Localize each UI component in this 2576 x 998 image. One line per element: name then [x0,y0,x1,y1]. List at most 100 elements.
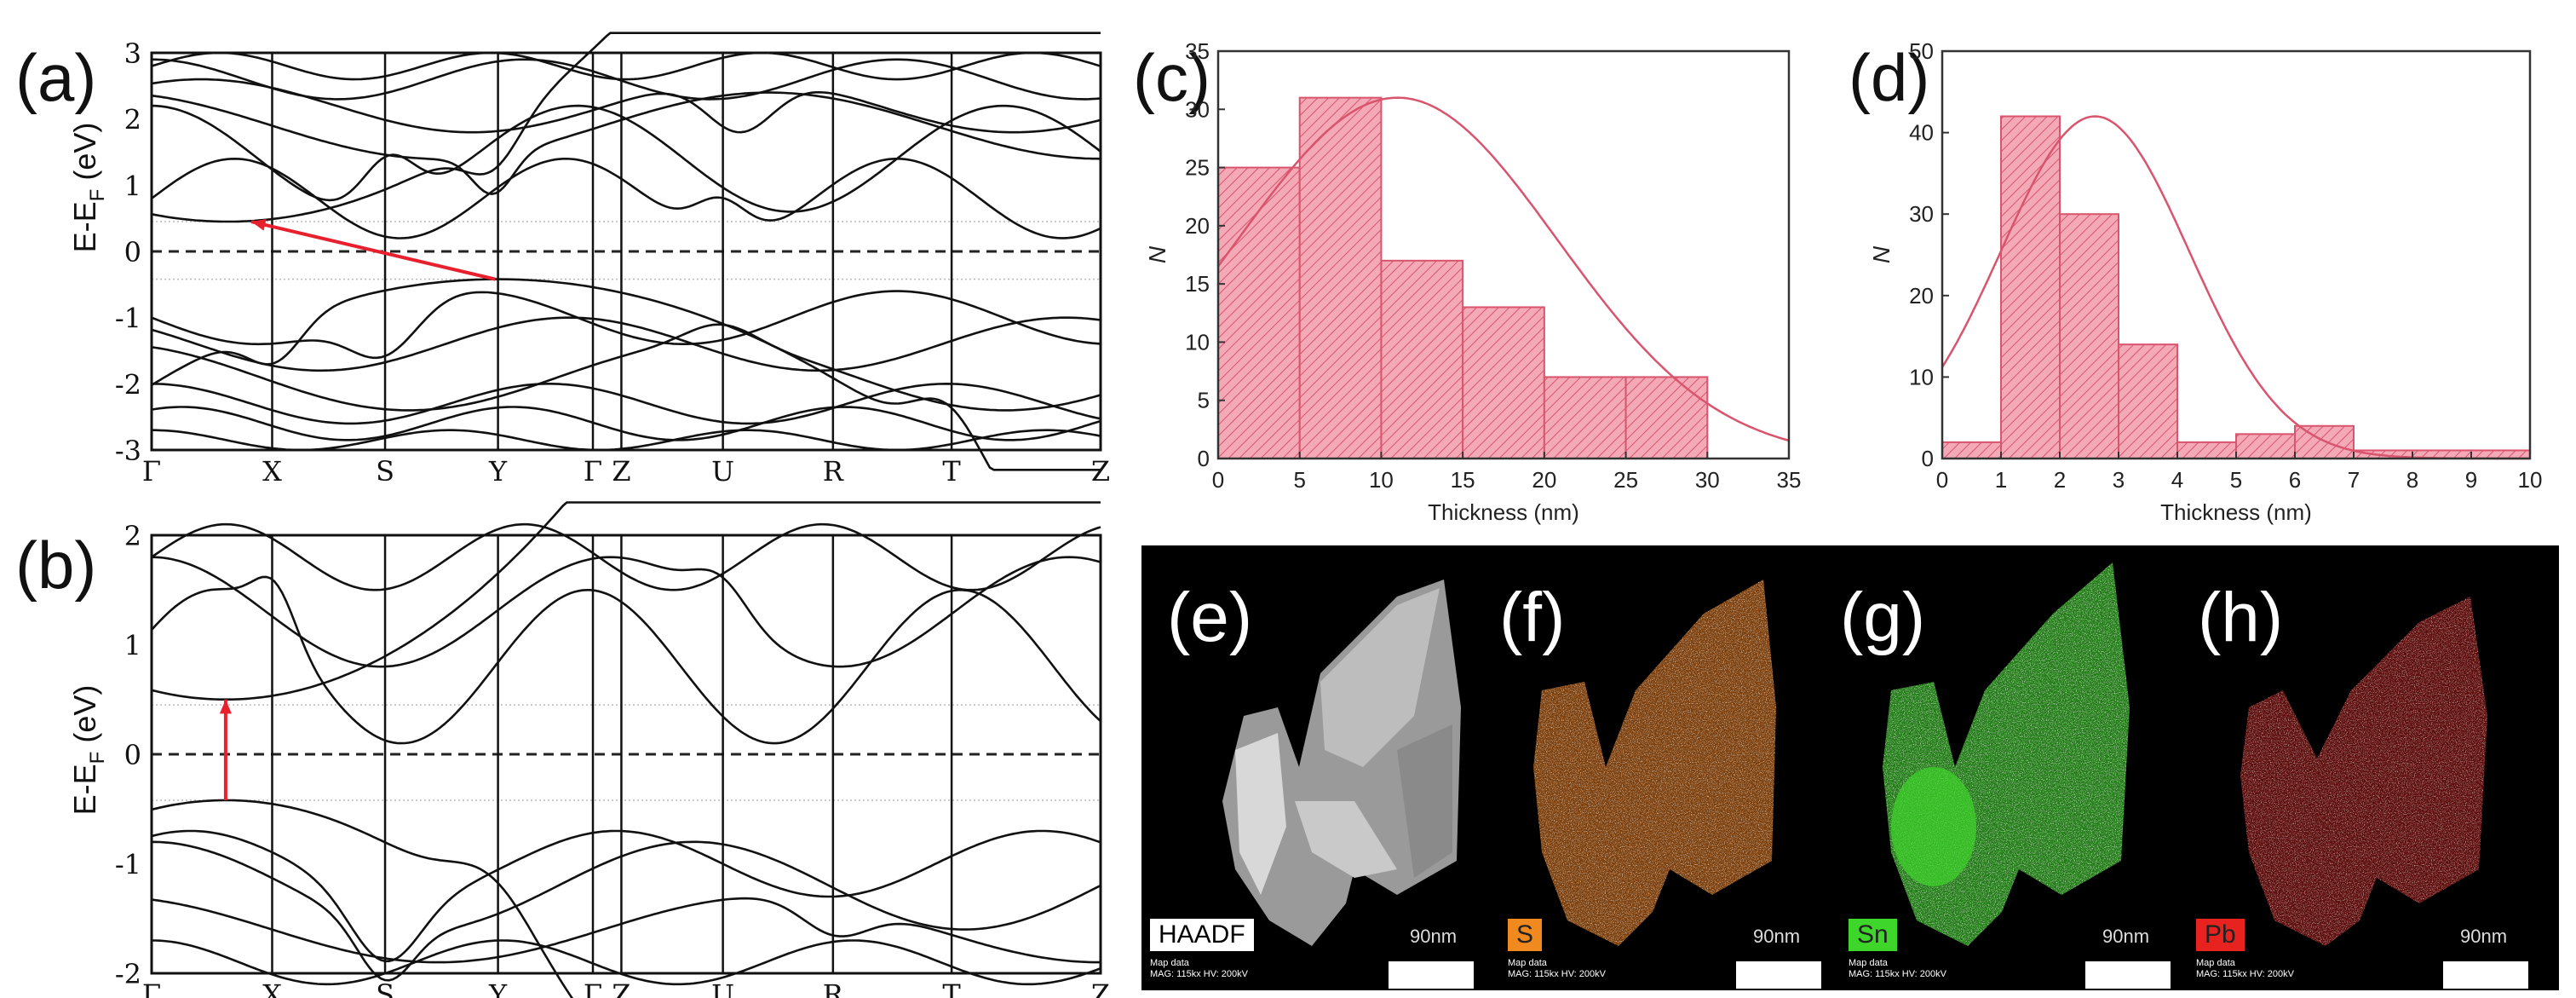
band-a-2 [151,104,1101,213]
panel-label-b: (b) [15,528,96,603]
y-tick-b-2: 0 [124,739,141,771]
k-point-a-8: T [942,455,961,487]
k-point-a-1: X [262,455,282,487]
s-map-flake [1533,580,1776,946]
y-tick-0-5: 25 [1185,155,1210,181]
frame-a [150,51,1102,452]
k-point-a-2: S [376,455,394,487]
scale-bar-f [1736,961,1821,989]
hist-bar-0-1 [1298,96,1383,459]
hist-bar-0-0 [1217,166,1301,459]
hist-bar-0-5 [1624,376,1709,459]
hist-bar-1-0 [1941,441,2002,460]
band-a-10 [151,323,1101,412]
k-point-b-2: S [376,978,394,998]
y-tick-1-2: 20 [1909,283,1934,309]
x-tick-0-0: 0 [1212,467,1224,493]
bands-b [151,501,1101,998]
y-tick-a-1: 2 [124,104,141,136]
y-tick-0-7: 35 [1185,38,1210,64]
y-tick-0-3: 15 [1185,271,1210,297]
y-tick-0-0: 0 [1198,446,1210,471]
ylabel-b: E-E [67,764,102,815]
y-axis-label-b: E-EF (eV) [67,685,109,816]
band-a-8 [151,290,1101,360]
x-tick-1-3: 3 [2113,467,2125,493]
y-axis-label-1: N [1868,245,1895,263]
frame-b [150,534,1102,975]
scale-bar-h [2443,961,2528,989]
hist-bar-1-6 [2294,424,2355,460]
axes-frame-a [150,51,1102,452]
band-b-3 [151,522,1101,591]
svg-text:E-EF (eV): E-EF (eV) [67,685,109,816]
scale-text-h: 90nm [2460,926,2508,947]
panel-label-a: (a) [15,40,96,115]
yunit-a: (eV) [67,123,102,189]
k-point-b-1: X [262,978,282,998]
band-b-1 [151,575,1101,745]
y-tick-0-1: 5 [1198,388,1210,413]
x-tick-1-2: 2 [2054,467,2066,493]
y-tick-1-4: 40 [1909,120,1934,146]
y-tick-a-5: -2 [115,368,141,401]
edx-images [1222,562,2487,946]
gaussian-fit-0 [1216,96,1790,442]
x-tick-1-10: 10 [2518,467,2543,493]
hist-bar-1-3 [2118,343,2178,459]
chip-pb: Pb [2196,919,2245,951]
mapdata-h: Map data MAG: 115kx HV: 200kV [2196,958,2294,979]
chip-sn: Sn [1849,919,1897,951]
x-tick-0-6: 30 [1695,467,1720,493]
transition-arrowhead-b [219,699,232,714]
yunit-b: (eV) [67,685,102,752]
k-point-a-4: Γ [584,455,602,487]
k-point-a-6: U [711,455,734,487]
scale-text-e: 90nm [1410,926,1458,947]
k-point-a-3: Y [488,455,508,487]
k-point-b-7: R [823,978,844,998]
x-tick-0-7: 35 [1777,467,1802,493]
haadf-flake [1222,580,1461,946]
y-tick-b-1: 1 [124,630,141,662]
x-axis-label-0: Thickness (nm) [1428,499,1579,525]
mapdata-e: Map data MAG: 115kx HV: 200kV [1150,958,1248,979]
histogram-c: (c) 0 5 10 15 20 25 30 35 0 5 10 15 20 25 30 35 Thickness… [1133,38,1802,525]
y-tick-0-6: 30 [1185,96,1210,122]
panel-label-g: (g) [1840,579,1926,656]
x-tick-0-5: 25 [1613,467,1638,493]
chip-haadf: HAADF [1150,919,1254,951]
x-tick-1-7: 7 [2348,467,2360,493]
y-tick-a-4: -1 [115,303,141,335]
mapdata-g: Map data MAG: 115kx HV: 200kV [1849,958,1946,979]
k-point-b-8: T [942,978,961,998]
band-b-6 [151,840,1101,982]
x-tick-0-3: 15 [1451,467,1475,493]
panel-label-f: (f) [1499,579,1566,656]
scale-text-f: 90nm [1753,926,1801,947]
k-point-b-9: Z [1091,978,1110,998]
y-tick-0-4: 20 [1185,213,1210,239]
band-a-5 [151,51,1101,81]
hist-bar-1-4 [2176,441,2237,460]
x-tick-1-0: 0 [1936,467,1948,493]
y-tick-a-2: 1 [124,170,141,202]
band-a-11 [151,382,1101,425]
band-a-3 [151,78,1101,134]
y-axis-label-0: N [1144,245,1170,263]
ysub-b: F [86,752,109,764]
x-tick-1-4: 4 [2171,467,2183,493]
y-tick-a-6: -3 [115,435,141,467]
k-point-b-6: U [711,978,734,998]
k-point-a-5: Z [612,455,630,487]
hist-bar-1-1 [2000,115,2061,459]
k-point-b-4: Γ [584,978,602,998]
x-tick-1-9: 9 [2465,467,2477,493]
panel-label-c: (c) [1133,40,1210,115]
y-axis-label-a: E-EF (eV) [67,123,109,253]
band-a-1 [151,157,1101,239]
ylabel-a: E-E [67,201,102,252]
